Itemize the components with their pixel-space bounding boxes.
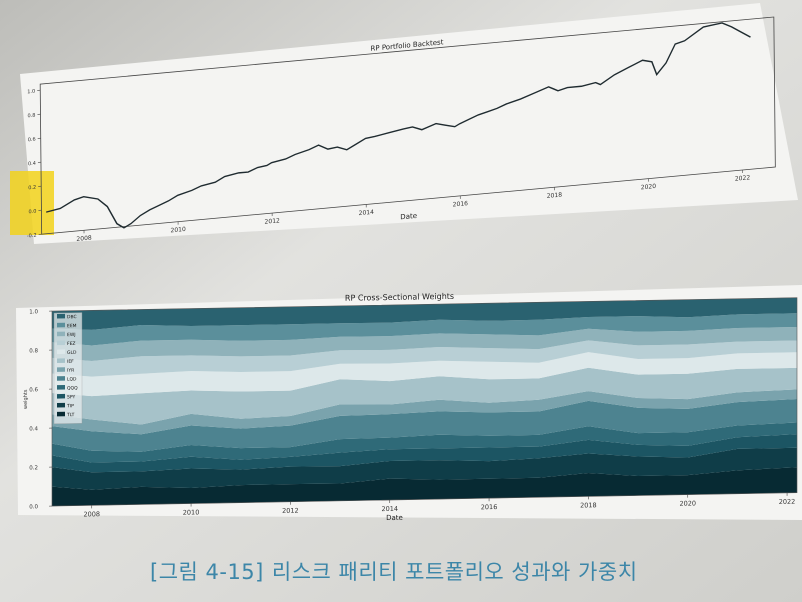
area-x-tick-label: 2008 [83, 510, 100, 518]
area-band-fez [52, 340, 797, 377]
legend-label-tip: TIP [66, 403, 74, 409]
area-x-tick-label: 2014 [381, 505, 398, 513]
legend-label-spy: SPY [67, 394, 75, 400]
legend-swatch-eem [57, 322, 65, 328]
line-x-tick-label: 2022 [735, 174, 751, 182]
line-y-tick-label: 0.0 [28, 209, 36, 216]
legend-swatch-ewj [57, 331, 65, 337]
legend-swatch-tlt [57, 411, 65, 417]
area-band-eem [52, 313, 797, 346]
area-band-tip [52, 447, 797, 490]
line-x-tick-label: 2014 [359, 209, 375, 217]
figure-caption: [그림 4-15] 리스크 패리티 포트폴리오 성과와 가중치 [150, 556, 638, 586]
area-x-tick-label: 2012 [282, 507, 299, 515]
line-y-tick-label: 1.0 [27, 89, 35, 96]
line-x-tick-label: 2020 [641, 183, 657, 191]
legend-label-gld: GLD [67, 350, 77, 356]
legend-label-lqd: LQD [67, 376, 77, 382]
line-x-tick-label: 2012 [265, 217, 281, 225]
legend-label-ief: IEF [67, 359, 74, 365]
area-y-axis-label: weights [23, 389, 29, 409]
legend-label-tlt: TLT [66, 412, 75, 418]
line-chart-series [46, 22, 751, 229]
line-chart-figure-bg [20, 3, 798, 244]
figure-tag: [그림 4-15] [150, 560, 264, 584]
area-band-qqq [52, 422, 797, 463]
line-y-tick-label: -0.2 [27, 233, 37, 240]
legend-swatch-spy [57, 393, 65, 399]
area-y-tick-label: 0.6 [29, 387, 38, 393]
area-band-ewj [52, 326, 797, 362]
line-x-tick-label: 2016 [453, 200, 469, 208]
line-y-tick-label: 0.2 [28, 185, 36, 192]
area-band-lqd [52, 399, 797, 452]
legend-swatch-lqd [57, 376, 65, 381]
area-x-axis-label: Date [386, 514, 403, 522]
legend-label-iyr: IYR [67, 368, 74, 374]
area-x-tick-label: 2018 [580, 501, 597, 509]
area-band-ief [52, 367, 797, 425]
legend-swatch-iyr [57, 367, 65, 372]
area-y-tick-label: 0.4 [29, 426, 38, 432]
figure-caption-text: 리스크 패리티 포트폴리오 성과와 가중치 [271, 560, 638, 584]
legend-label-fez: FEZ [67, 341, 76, 347]
area-band-gld [52, 352, 797, 397]
legend-swatch-gld [57, 349, 65, 355]
legend-swatch-ief [57, 358, 65, 363]
line-chart-frame [39, 16, 776, 235]
area-band-tlt [52, 467, 797, 507]
area-x-tick-label: 2016 [481, 503, 498, 511]
legend-swatch-qqq [57, 385, 65, 390]
line-x-tick-label: 2018 [547, 192, 563, 200]
area-y-tick-label: 1.0 [29, 309, 38, 315]
area-chart-frame [51, 297, 798, 507]
area-x-tick-label: 2022 [779, 498, 796, 506]
line-y-tick-label: 0.4 [28, 161, 36, 168]
area-y-tick-label: 0.2 [29, 465, 38, 471]
line-x-axis-label: Date [400, 211, 417, 221]
area-band-spy [52, 434, 797, 473]
highlighter-mark [10, 171, 54, 235]
area-y-tick-label: 0.0 [29, 504, 38, 510]
area-band-dbc [52, 297, 797, 330]
line-y-tick-label: 0.8 [27, 113, 35, 120]
line-x-tick-label: 2008 [76, 235, 92, 243]
legend-label-qqq: QQQ [67, 385, 78, 391]
legend-swatch-dbc [57, 313, 65, 319]
legend-swatch-tip [57, 402, 65, 408]
legend-swatch-fez [57, 340, 65, 346]
legend-label-dbc: DBC [67, 314, 77, 320]
legend-label-ewj: EWJ [67, 332, 76, 338]
area-x-tick-label: 2020 [679, 499, 696, 507]
area-y-tick-label: 0.8 [29, 348, 38, 354]
area-band-iyr [52, 389, 797, 435]
line-x-tick-label: 2010 [170, 226, 186, 234]
area-chart-title: RP Cross-Sectional Weights [345, 292, 454, 303]
area-x-tick-label: 2010 [183, 508, 200, 516]
legend-label-eem: EEM [67, 323, 77, 329]
line-y-tick-label: 0.6 [28, 137, 36, 144]
